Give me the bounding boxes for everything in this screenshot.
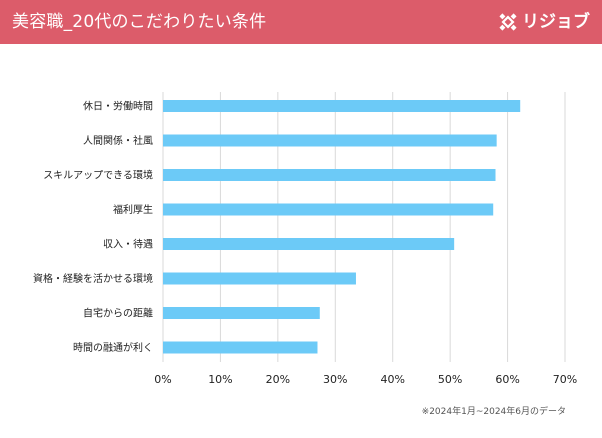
x-tick-label: 70% xyxy=(553,373,577,386)
category-label: スキルアップできる環境 xyxy=(43,169,153,182)
category-labels: 休日・労働時間人間関係・社風スキルアップできる環境福利厚生収入・待遇資格・経験を… xyxy=(33,100,153,355)
bar-1 xyxy=(163,134,497,147)
x-tick-label: 60% xyxy=(495,373,519,386)
x-tick-label: 10% xyxy=(208,373,232,386)
logo-icon xyxy=(499,13,517,31)
bar-5 xyxy=(163,272,356,285)
x-tick-label: 0% xyxy=(154,373,171,386)
grid-lines xyxy=(162,92,566,362)
bar-chart: 休日・労働時間人間関係・社風スキルアップできる環境福利厚生収入・待遇資格・経験を… xyxy=(33,92,577,386)
bar-7 xyxy=(163,341,318,354)
category-label: 時間の融通が利く xyxy=(73,341,153,354)
category-label: 休日・労働時間 xyxy=(83,100,153,113)
bar-6 xyxy=(163,307,320,319)
category-label: 人間関係・社風 xyxy=(83,134,153,147)
footnote: ※2024年1月~2024年6月のデータ xyxy=(421,407,566,417)
page-title: 美容職_20代のこだわりたい条件 xyxy=(12,12,267,32)
header-bar: 美容職_20代のこだわりたい条件 リジョブ xyxy=(0,0,602,44)
x-tick-label: 30% xyxy=(323,373,347,386)
logo-text: リジョブ xyxy=(522,12,590,32)
category-label: 収入・待遇 xyxy=(103,238,153,251)
bar-0 xyxy=(163,100,521,112)
bars xyxy=(163,100,521,354)
x-tick-label: 50% xyxy=(438,373,462,386)
category-label: 資格・経験を活かせる環境 xyxy=(33,272,153,285)
x-tick-label: 20% xyxy=(266,373,290,386)
category-label: 自宅からの距離 xyxy=(83,307,153,320)
bar-4 xyxy=(163,238,455,250)
category-label: 福利厚生 xyxy=(113,203,153,216)
brand-logo[interactable]: リジョブ xyxy=(499,9,590,35)
x-tick-labels: 0% 10% 20% 30% 40% 50% 60% 70% xyxy=(154,373,577,386)
x-tick-label: 40% xyxy=(380,373,404,386)
bar-3 xyxy=(163,203,494,216)
bar-2 xyxy=(163,169,496,181)
